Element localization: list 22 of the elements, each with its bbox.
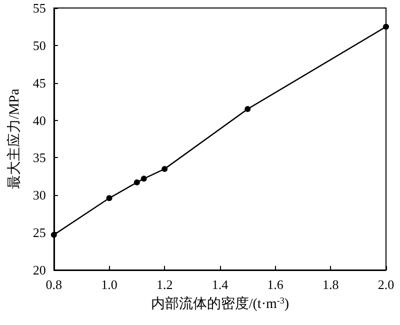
x-tick-label: 1.4 <box>212 277 229 292</box>
point <box>383 24 389 30</box>
y-tick-label: 35 <box>32 150 46 166</box>
point <box>140 176 147 182</box>
x-tick-label: 1.8 <box>322 277 339 292</box>
x-tick-label: 0.8 <box>46 277 62 292</box>
y-tick-label: 30 <box>32 188 46 203</box>
point <box>244 106 251 112</box>
point <box>106 195 112 202</box>
x-tick-label: 1.0 <box>101 277 118 292</box>
y-tick-label: 20 <box>32 262 46 278</box>
point <box>162 166 168 172</box>
y-tick-label: 50 <box>32 38 46 53</box>
y-tick-label: 45 <box>32 75 46 90</box>
y-axis-title: 最大主应力/MPa <box>6 88 22 190</box>
x-tick-label: 2.0 <box>378 277 394 292</box>
y-tick-label: 40 <box>32 112 46 128</box>
y-tick-label: 25 <box>32 225 46 240</box>
y-tick-label: 55 <box>32 0 46 16</box>
x-tick-label: 1.2 <box>156 277 173 292</box>
x-tick-label: 1.6 <box>267 277 284 292</box>
point <box>134 179 140 186</box>
